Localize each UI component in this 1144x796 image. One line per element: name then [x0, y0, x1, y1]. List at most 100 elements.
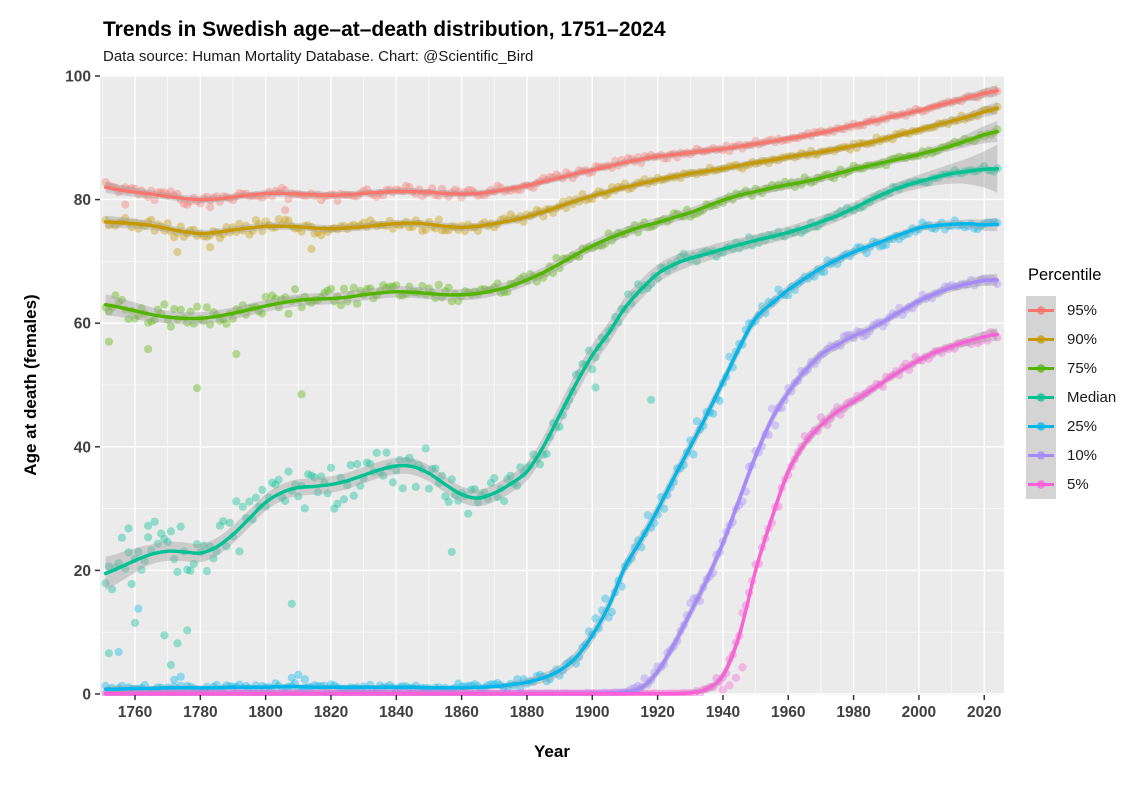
outlier-point: [297, 390, 306, 399]
data-point: [356, 286, 365, 296]
data-point: [973, 339, 982, 348]
data-point: [591, 614, 600, 623]
data-point: [117, 533, 126, 542]
data-point: [542, 449, 551, 458]
data-point: [421, 225, 430, 234]
data-point: [186, 307, 195, 316]
outlier-point: [173, 248, 182, 257]
data-point: [179, 199, 189, 208]
data-point: [284, 309, 293, 318]
data-point: [232, 497, 241, 506]
data-point: [183, 318, 192, 327]
outlier-point: [104, 337, 113, 346]
data-point: [359, 218, 368, 227]
smooth-line-Median: [103, 167, 999, 576]
data-point: [281, 215, 290, 224]
data-point: [715, 396, 724, 405]
data-point: [238, 301, 247, 310]
data-point: [209, 308, 218, 317]
data-point: [601, 594, 610, 603]
data-point: [261, 292, 270, 301]
data-point: [251, 493, 260, 502]
smooth-line-75%: [103, 129, 999, 321]
data-point: [245, 230, 254, 239]
data-point: [578, 190, 587, 199]
data-point: [519, 272, 528, 281]
data-point: [268, 291, 277, 300]
data-point: [258, 227, 267, 236]
data-point: [225, 518, 234, 528]
legend-item-5%: 5%: [1026, 470, 1116, 499]
data-point: [166, 187, 175, 196]
data-point: [454, 679, 463, 688]
data-point: [134, 224, 143, 233]
data-point: [343, 481, 352, 490]
outlier-point: [206, 243, 215, 252]
data-point: [284, 194, 293, 203]
data-point: [170, 554, 179, 564]
data-point: [535, 460, 545, 469]
legend-key-icon: [1026, 354, 1056, 383]
x-tick-label: 1860: [444, 704, 478, 721]
legend-item-label: 90%: [1067, 331, 1098, 348]
data-point: [290, 285, 300, 294]
data-point: [679, 249, 688, 258]
data-point: [300, 504, 309, 513]
legend-item-95%: 95%: [1026, 296, 1116, 325]
data-point: [379, 471, 388, 480]
outlier-point: [294, 670, 303, 679]
data-point: [320, 288, 329, 297]
data-point: [346, 461, 355, 470]
data-point: [464, 509, 473, 518]
x-axis-title: Year: [534, 742, 570, 761]
data-point: [179, 232, 189, 241]
data-point: [268, 478, 277, 487]
data-point: [176, 305, 185, 314]
data-point: [470, 485, 479, 494]
data-point: [418, 226, 427, 235]
data-point: [284, 467, 293, 476]
data-point: [117, 295, 126, 305]
data-point: [176, 522, 185, 531]
outlier-point: [104, 649, 113, 658]
x-tick-label: 1840: [379, 704, 413, 721]
data-point: [134, 547, 143, 556]
data-point: [163, 219, 172, 228]
data-point: [339, 284, 349, 293]
data-point: [771, 421, 780, 430]
data-point: [676, 252, 685, 262]
data-point: [800, 432, 809, 441]
data-point: [604, 229, 613, 238]
data-point: [911, 352, 920, 361]
data-point: [447, 297, 456, 306]
data-point: [388, 478, 398, 487]
data-point: [163, 538, 172, 547]
data-point: [261, 217, 270, 226]
x-tick-label: 1820: [314, 704, 348, 721]
data-point: [709, 409, 718, 418]
data-point: [816, 413, 826, 422]
x-tick-label: 1900: [575, 704, 609, 721]
data-point: [428, 464, 437, 474]
data-point: [170, 233, 179, 242]
data-point: [411, 482, 420, 491]
data-point: [418, 281, 427, 291]
data-point: [183, 565, 192, 574]
data-point: [271, 480, 280, 489]
data-point: [382, 448, 391, 457]
data-point: [428, 184, 437, 193]
outlier-point: [144, 345, 153, 354]
legend-item-Median: Median: [1026, 383, 1116, 412]
data-point: [307, 471, 316, 480]
outlier-point: [206, 202, 215, 212]
data-point: [215, 233, 224, 243]
data-point: [274, 215, 283, 224]
outlier-point: [166, 660, 175, 670]
data-point: [189, 319, 198, 328]
x-tick-label: 1920: [640, 704, 674, 721]
data-point: [503, 475, 512, 484]
data-point: [486, 478, 496, 487]
data-point: [444, 497, 453, 506]
data-point: [251, 216, 260, 225]
x-tick-label: 1760: [118, 704, 152, 721]
